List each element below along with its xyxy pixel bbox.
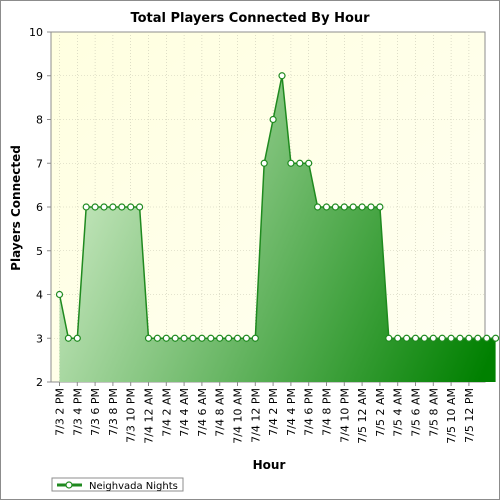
x-tick-label: 7/5 4 AM xyxy=(392,388,405,437)
x-tick-label: 7/5 10 AM xyxy=(445,388,458,444)
data-point xyxy=(233,334,242,342)
data-point xyxy=(411,334,420,342)
x-tick-label: 7/4 2 PM xyxy=(267,388,280,436)
x-tick-label: 7/4 12 PM xyxy=(249,388,262,443)
x-tick-label: 7/4 10 PM xyxy=(338,388,351,443)
y-tick-label: 8 xyxy=(36,114,43,127)
x-axis-label: Hour xyxy=(253,458,286,472)
data-point xyxy=(305,159,313,167)
x-tick-label: 7/5 6 AM xyxy=(410,388,423,437)
x-tick-label: 7/4 6 PM xyxy=(303,388,316,436)
data-point xyxy=(403,334,411,342)
x-tick-label: 7/5 8 AM xyxy=(427,388,440,437)
x-tick-label: 7/5 12 PM xyxy=(463,388,476,443)
data-point xyxy=(171,334,179,342)
x-tick-label: 7/3 10 PM xyxy=(125,388,138,443)
data-point xyxy=(447,334,455,342)
data-point xyxy=(100,203,108,211)
y-tick-label: 5 xyxy=(36,245,43,258)
y-axis: 2 3 4 5 6 7 8 9 10 xyxy=(29,26,51,389)
data-point xyxy=(358,203,366,211)
y-tick-label: 6 xyxy=(36,201,43,214)
data-point xyxy=(216,334,224,342)
legend-marker xyxy=(65,481,73,489)
x-tick-label: 7/3 4 PM xyxy=(71,388,84,436)
data-point xyxy=(198,334,206,342)
y-tick-label: 10 xyxy=(29,26,43,39)
data-point xyxy=(118,203,126,211)
y-tick-label: 3 xyxy=(36,332,43,345)
x-axis: 7/3 2 PM 7/3 4 PM 7/3 6 PM 7/3 8 PM 7/3 10 P… xyxy=(54,382,476,444)
x-tick-label: 7/4 12 AM xyxy=(143,388,156,444)
data-point xyxy=(349,203,357,211)
data-point xyxy=(438,334,446,342)
data-point xyxy=(91,203,99,211)
x-tick-label: 7/5 12 AM xyxy=(356,388,369,444)
x-tick-label: 7/3 6 PM xyxy=(89,388,102,436)
data-point xyxy=(73,334,81,342)
data-point xyxy=(465,334,473,342)
data-point xyxy=(278,72,286,80)
x-tick-label: 7/4 8 PM xyxy=(321,388,334,436)
data-point xyxy=(127,203,135,211)
data-point xyxy=(109,203,117,211)
x-tick-label: 7/4 4 AM xyxy=(178,388,191,437)
data-point xyxy=(180,334,188,342)
data-point xyxy=(64,334,73,342)
data-point xyxy=(287,159,295,167)
series-markers xyxy=(55,72,500,342)
series-area-neighvada-nights xyxy=(59,75,496,382)
y-axis-label: Players Connected xyxy=(9,145,23,271)
y-tick-label: 7 xyxy=(36,157,43,170)
data-point xyxy=(314,203,322,211)
data-point xyxy=(394,334,402,342)
x-tick-label: 7/4 2 AM xyxy=(160,388,173,437)
data-point xyxy=(189,334,197,342)
x-tick-label: 7/4 6 AM xyxy=(196,388,209,437)
x-tick-label: 7/4 10 AM xyxy=(232,388,245,444)
data-point xyxy=(331,203,339,211)
data-point xyxy=(474,334,482,342)
data-point xyxy=(296,159,304,167)
data-point xyxy=(340,203,348,211)
data-point xyxy=(385,334,393,342)
y-tick-label: 2 xyxy=(36,376,43,389)
data-point xyxy=(162,334,170,342)
data-point xyxy=(322,203,331,211)
x-tick-label: 7/5 2 AM xyxy=(374,388,387,437)
data-point xyxy=(225,334,233,342)
data-point xyxy=(242,334,250,342)
x-tick-label: 7/3 2 PM xyxy=(54,388,67,436)
legend-label: Neighvada Nights xyxy=(89,481,178,492)
x-tick-label: 7/3 8 PM xyxy=(107,388,120,436)
data-point xyxy=(260,159,268,167)
legend: Neighvada Nights xyxy=(51,477,184,492)
data-point xyxy=(269,115,277,124)
data-point xyxy=(207,334,215,342)
chart-title: Total Players Connected By Hour xyxy=(130,11,370,26)
legend-box xyxy=(51,477,184,492)
data-point xyxy=(420,334,428,342)
y-tick-label: 4 xyxy=(36,289,43,302)
data-point xyxy=(251,334,259,342)
data-point xyxy=(144,334,153,342)
data-point xyxy=(376,203,384,211)
data-point xyxy=(153,334,161,342)
data-point xyxy=(456,334,464,342)
y-tick-label: 9 xyxy=(36,70,43,83)
data-point xyxy=(82,203,90,211)
data-point xyxy=(136,203,144,211)
data-point xyxy=(55,290,64,299)
data-point xyxy=(367,203,375,211)
data-point xyxy=(429,334,437,342)
x-tick-label: 7/4 4 PM xyxy=(285,388,298,436)
data-point xyxy=(483,334,491,342)
data-point xyxy=(492,334,500,342)
x-tick-label: 7/4 8 AM xyxy=(214,388,227,437)
